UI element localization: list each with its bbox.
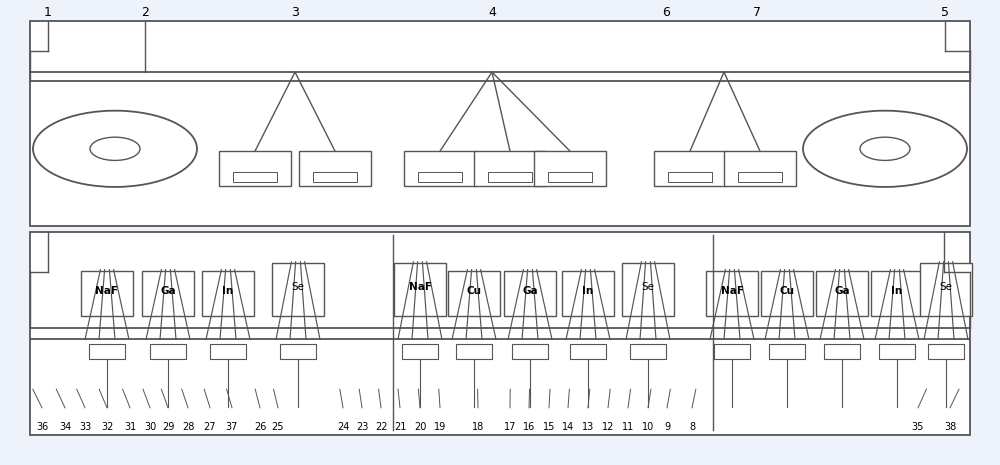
FancyBboxPatch shape bbox=[920, 263, 972, 316]
FancyBboxPatch shape bbox=[824, 344, 860, 359]
FancyBboxPatch shape bbox=[871, 271, 923, 316]
Text: 38: 38 bbox=[944, 422, 956, 432]
Text: 6: 6 bbox=[662, 6, 670, 19]
FancyBboxPatch shape bbox=[89, 344, 125, 359]
Text: 36: 36 bbox=[36, 422, 48, 432]
Text: 26: 26 bbox=[254, 422, 266, 432]
Text: In: In bbox=[891, 286, 903, 296]
FancyBboxPatch shape bbox=[219, 151, 291, 186]
Text: 3: 3 bbox=[291, 6, 299, 19]
Text: 31: 31 bbox=[124, 422, 136, 432]
FancyBboxPatch shape bbox=[272, 263, 324, 316]
Text: 37: 37 bbox=[226, 422, 238, 432]
FancyBboxPatch shape bbox=[448, 271, 500, 316]
Text: 25: 25 bbox=[272, 422, 284, 432]
FancyBboxPatch shape bbox=[280, 344, 316, 359]
Text: 2: 2 bbox=[141, 6, 149, 19]
FancyBboxPatch shape bbox=[706, 271, 758, 316]
FancyBboxPatch shape bbox=[654, 151, 726, 186]
FancyBboxPatch shape bbox=[418, 172, 462, 182]
Text: 32: 32 bbox=[101, 422, 113, 432]
FancyBboxPatch shape bbox=[210, 344, 246, 359]
Text: 21: 21 bbox=[394, 422, 406, 432]
Text: 16: 16 bbox=[523, 422, 535, 432]
Text: 34: 34 bbox=[59, 422, 71, 432]
FancyBboxPatch shape bbox=[816, 271, 868, 316]
FancyBboxPatch shape bbox=[504, 271, 556, 316]
FancyBboxPatch shape bbox=[30, 232, 970, 435]
FancyBboxPatch shape bbox=[548, 172, 592, 182]
Text: 10: 10 bbox=[642, 422, 654, 432]
FancyBboxPatch shape bbox=[761, 271, 813, 316]
Text: 7: 7 bbox=[753, 6, 761, 19]
FancyBboxPatch shape bbox=[456, 344, 492, 359]
FancyBboxPatch shape bbox=[150, 344, 186, 359]
Text: 8: 8 bbox=[689, 422, 695, 432]
Text: 27: 27 bbox=[204, 422, 216, 432]
FancyBboxPatch shape bbox=[769, 344, 805, 359]
Text: 18: 18 bbox=[472, 422, 484, 432]
Text: 35: 35 bbox=[912, 422, 924, 432]
Text: NaF: NaF bbox=[720, 286, 744, 296]
Text: 5: 5 bbox=[941, 6, 949, 19]
Text: 15: 15 bbox=[543, 422, 555, 432]
FancyBboxPatch shape bbox=[402, 344, 438, 359]
FancyBboxPatch shape bbox=[534, 151, 606, 186]
FancyBboxPatch shape bbox=[299, 151, 371, 186]
Text: 13: 13 bbox=[582, 422, 594, 432]
Text: 33: 33 bbox=[79, 422, 91, 432]
Text: 29: 29 bbox=[162, 422, 174, 432]
Text: 14: 14 bbox=[562, 422, 574, 432]
FancyBboxPatch shape bbox=[622, 263, 674, 316]
Text: In: In bbox=[582, 286, 594, 296]
FancyBboxPatch shape bbox=[233, 172, 277, 182]
Text: Se: Se bbox=[642, 282, 654, 292]
FancyBboxPatch shape bbox=[202, 271, 254, 316]
FancyBboxPatch shape bbox=[142, 271, 194, 316]
Text: 4: 4 bbox=[488, 6, 496, 19]
FancyBboxPatch shape bbox=[928, 344, 964, 359]
FancyBboxPatch shape bbox=[474, 151, 546, 186]
Text: NaF: NaF bbox=[409, 282, 432, 292]
Text: Se: Se bbox=[940, 282, 952, 292]
FancyBboxPatch shape bbox=[724, 151, 796, 186]
Text: Ga: Ga bbox=[522, 286, 538, 296]
FancyBboxPatch shape bbox=[738, 172, 782, 182]
Text: Cu: Cu bbox=[466, 286, 482, 296]
FancyBboxPatch shape bbox=[30, 21, 970, 226]
Text: In: In bbox=[222, 286, 234, 296]
FancyBboxPatch shape bbox=[81, 271, 133, 316]
FancyBboxPatch shape bbox=[404, 151, 476, 186]
Text: 30: 30 bbox=[144, 422, 156, 432]
FancyBboxPatch shape bbox=[488, 172, 532, 182]
FancyBboxPatch shape bbox=[562, 271, 614, 316]
FancyBboxPatch shape bbox=[394, 263, 446, 316]
Text: 11: 11 bbox=[622, 422, 634, 432]
Text: 12: 12 bbox=[602, 422, 614, 432]
FancyBboxPatch shape bbox=[668, 172, 712, 182]
FancyBboxPatch shape bbox=[630, 344, 666, 359]
Text: 17: 17 bbox=[504, 422, 516, 432]
Text: NaF: NaF bbox=[96, 286, 119, 296]
Text: 28: 28 bbox=[182, 422, 194, 432]
Text: Se: Se bbox=[292, 282, 304, 292]
FancyBboxPatch shape bbox=[512, 344, 548, 359]
Text: 22: 22 bbox=[375, 422, 387, 432]
Text: 9: 9 bbox=[664, 422, 670, 432]
Text: Ga: Ga bbox=[160, 286, 176, 296]
Text: 23: 23 bbox=[356, 422, 368, 432]
Text: 1: 1 bbox=[44, 6, 52, 19]
Text: 24: 24 bbox=[337, 422, 349, 432]
Text: Cu: Cu bbox=[780, 286, 794, 296]
FancyBboxPatch shape bbox=[879, 344, 915, 359]
Text: 19: 19 bbox=[434, 422, 446, 432]
FancyBboxPatch shape bbox=[313, 172, 357, 182]
Text: Ga: Ga bbox=[834, 286, 850, 296]
FancyBboxPatch shape bbox=[570, 344, 606, 359]
Text: 20: 20 bbox=[414, 422, 426, 432]
FancyBboxPatch shape bbox=[714, 344, 750, 359]
